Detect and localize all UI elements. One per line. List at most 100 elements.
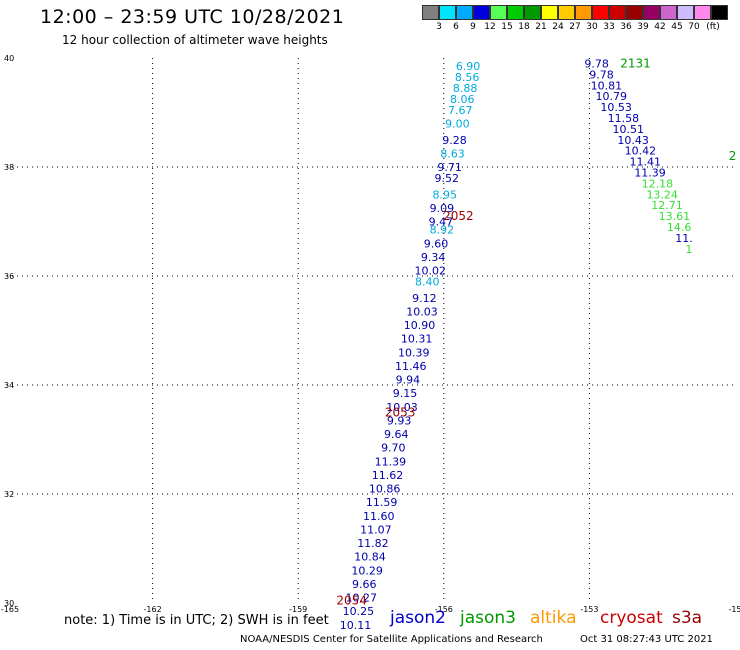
legend-swatch (711, 5, 728, 20)
legend-swatch (592, 5, 609, 20)
wave-height-value: 10.31 (401, 333, 433, 346)
legend-swatch (439, 5, 456, 20)
y-tick-label: 32 (4, 490, 14, 499)
legend-label: 33 (603, 22, 615, 32)
wave-height-value: 10.53 (600, 101, 632, 114)
wave-height-value: 10.27 (346, 592, 378, 605)
y-tick-label: 36 (4, 272, 14, 281)
pass-time-label: 2052 (443, 209, 474, 223)
wave-height-value: 12.18 (642, 177, 674, 190)
wave-height-value: 10.79 (595, 90, 627, 103)
wave-height-value: 9.64 (384, 428, 409, 441)
wave-height-value: 8.95 (433, 188, 458, 201)
legend-swatch (558, 5, 575, 20)
legend-label: 24 (552, 22, 564, 32)
wave-height-value: 9.66 (352, 578, 377, 591)
x-tick-label: -153 (580, 605, 598, 614)
legend-swatch (524, 5, 541, 20)
legend-swatch (677, 5, 694, 20)
wave-height-value: 11.46 (395, 360, 427, 373)
pass-time-label: 2 (729, 149, 737, 163)
wave-height-value: 8.88 (453, 82, 478, 95)
legend-swatch (609, 5, 626, 20)
satellite-jason3: jason3 (460, 608, 516, 628)
wave-height-value: 6.90 (456, 60, 481, 73)
x-tick-label: -162 (144, 605, 162, 614)
wave-height-value: 11.39 (634, 166, 666, 179)
wave-height-value: 13.61 (659, 210, 691, 223)
wave-height-value: 11.60 (363, 510, 395, 523)
legend-label: 12 (484, 22, 496, 32)
legend-swatch (541, 5, 558, 20)
wave-height-value: 11.41 (629, 156, 661, 169)
wave-height-value: 9.47 (429, 216, 454, 229)
wave-height-value: 8.92 (430, 224, 455, 237)
legend-swatches (422, 5, 728, 20)
note-text: note: 1) Time is in UTC; 2) SWH is in fe… (64, 613, 329, 628)
wave-height-value: 10.03 (406, 305, 438, 318)
legend-swatch (575, 5, 592, 20)
legend-label: 45 (671, 22, 683, 32)
credit-text: NOAA/NESDIS Center for Satellite Applica… (240, 634, 543, 645)
wave-height-value: 7.67 (448, 104, 473, 117)
wave-height-value: 9.15 (393, 387, 418, 400)
legend-swatch (626, 5, 643, 20)
legend-swatch (456, 5, 473, 20)
wave-height-value: 9.71 (437, 161, 462, 174)
legend-swatch (507, 5, 524, 20)
x-tick-label: -159 (289, 605, 307, 614)
wave-height-value: 10.03 (386, 401, 418, 414)
legend-label: 6 (453, 22, 459, 32)
wave-height-value: 9.60 (424, 237, 449, 250)
pass-time-label: 2053 (385, 405, 416, 419)
legend-label: 39 (637, 22, 649, 32)
x-tick-label: -156 (435, 605, 453, 614)
wave-height-value: 10.11 (340, 619, 372, 632)
pass-time-label: 2054 (336, 593, 367, 607)
wave-height-value: 10.25 (343, 605, 375, 618)
wave-height-value: 9.94 (396, 374, 421, 387)
wave-height-value: 9.78 (584, 57, 609, 70)
wave-height-value: 11.07 (360, 523, 392, 536)
wave-height-value: 10.39 (398, 346, 430, 359)
legend-swatch (643, 5, 660, 20)
satellite-cryosat: cryosat (600, 608, 663, 628)
pass-time-label: 2131 (620, 56, 651, 70)
wave-height-value: 9.28 (442, 134, 467, 147)
wave-height-value: 9.12 (412, 292, 437, 305)
wave-height-value: 13.24 (646, 188, 678, 201)
wave-height-value: 9.52 (434, 172, 459, 185)
legend-swatch (490, 5, 507, 20)
wave-height-value: 8.56 (455, 71, 480, 84)
axis-ticks: -165 -162 -159 -156 -153 -15 30 32 34 36 38 40 (1, 54, 740, 614)
wave-height-value: 10.29 (351, 564, 383, 577)
legend-label: 36 (620, 22, 632, 32)
wave-height-value: 9.00 (445, 117, 470, 130)
wave-height-value: 14.6 (667, 221, 692, 234)
legend-label: 21 (535, 22, 547, 32)
wave-height-value: 10.51 (612, 123, 644, 136)
wave-height-value: 9.34 (421, 251, 446, 264)
chart-title: 12:00 – 23:59 UTC 10/28/2021 (40, 6, 345, 28)
legend-label: 30 (586, 22, 598, 32)
wave-height-value: 10.84 (354, 551, 386, 564)
wave-height-value: 9.78 (589, 68, 614, 81)
wave-height-value: 12.71 (651, 199, 683, 212)
legend-labels: 3 6 9 12 15 18 21 24 27 30 33 36 39 42 45 70 (ft) (422, 20, 728, 32)
satellite-s3a: s3a (672, 608, 703, 628)
legend-label: 70 (688, 22, 700, 32)
y-tick-label: 34 (4, 381, 14, 390)
wave-height-value: 10.02 (414, 265, 446, 278)
wave-height-value: 8.06 (450, 93, 475, 106)
wave-height-value: 11.59 (366, 496, 398, 509)
legend-label: 27 (569, 22, 581, 32)
grid-lines (7, 58, 735, 603)
legend-swatch (660, 5, 677, 20)
legend-swatch (694, 5, 711, 20)
legend-label: (ft) (706, 22, 720, 32)
wave-height-value: 10.90 (404, 319, 436, 332)
satellite-jason2: jason2 (390, 608, 446, 628)
y-tick-label: 30 (4, 599, 14, 608)
wave-height-value: 11.82 (357, 537, 389, 550)
